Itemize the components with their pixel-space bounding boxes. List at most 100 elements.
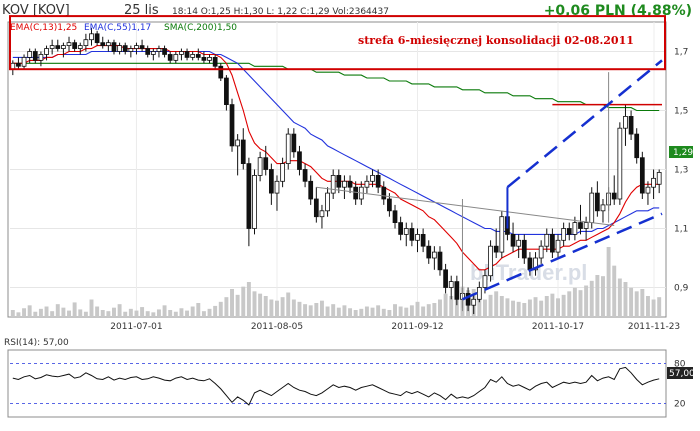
volume-bar bbox=[477, 293, 482, 317]
candle-body bbox=[623, 116, 628, 129]
volume-bar bbox=[398, 306, 403, 317]
candle-body bbox=[465, 292, 471, 306]
volume-bar bbox=[156, 309, 161, 317]
volume-bar bbox=[16, 312, 21, 317]
candle-body bbox=[572, 222, 578, 235]
volume-bar bbox=[67, 310, 71, 317]
candle-body bbox=[370, 174, 375, 182]
legend-sma200: SMA(C,200)1,50 bbox=[164, 23, 237, 33]
candle-body bbox=[201, 57, 207, 61]
volume-bar bbox=[303, 304, 308, 317]
last-price-label: 1,29 bbox=[673, 148, 693, 158]
volume-bar bbox=[505, 298, 510, 317]
legend-ema55: EMA(C,55)1,17 bbox=[84, 23, 151, 33]
candle-body bbox=[611, 192, 617, 200]
volume-bar bbox=[359, 308, 364, 317]
consolidation-box bbox=[9, 15, 666, 71]
volume-bar bbox=[336, 307, 341, 317]
candle-body bbox=[235, 139, 241, 147]
candle-body bbox=[297, 151, 302, 170]
candle-body bbox=[257, 157, 263, 176]
volume-bar bbox=[50, 311, 55, 317]
volume-bar bbox=[134, 310, 139, 317]
candle-body bbox=[263, 157, 269, 170]
volume-bar bbox=[286, 292, 291, 317]
neckline bbox=[316, 186, 615, 227]
candle-body bbox=[167, 54, 173, 61]
volume-bar bbox=[78, 309, 83, 317]
volume-bar bbox=[308, 305, 313, 317]
volume-bar bbox=[348, 308, 353, 317]
candle-body bbox=[392, 210, 398, 224]
candle-body bbox=[499, 216, 505, 253]
candle-body bbox=[437, 251, 443, 271]
candle-body bbox=[381, 186, 387, 200]
candle-body bbox=[61, 45, 66, 49]
candle-body bbox=[527, 257, 533, 271]
candle-body bbox=[252, 174, 257, 229]
volume-bar bbox=[258, 293, 263, 317]
header-date: 25 lis bbox=[124, 3, 159, 18]
candle-body bbox=[594, 192, 600, 212]
legend-ema13: EMA(C,13)1,25 bbox=[10, 23, 77, 33]
candle-body bbox=[308, 180, 314, 200]
volume-bar bbox=[449, 296, 454, 317]
candle-body bbox=[16, 62, 21, 67]
volume-bar bbox=[550, 293, 555, 317]
volume-bar bbox=[387, 310, 392, 317]
volume-bar bbox=[100, 310, 105, 317]
date-tick-label: 2011-07-01 bbox=[110, 322, 162, 332]
volume-bar bbox=[556, 298, 560, 317]
volume-bar bbox=[331, 304, 336, 317]
volume-bar bbox=[393, 304, 397, 317]
candle-body bbox=[313, 198, 319, 218]
volume-bar bbox=[72, 302, 77, 317]
candle-body bbox=[212, 57, 218, 67]
volume-bar bbox=[657, 297, 662, 317]
candle-body bbox=[493, 245, 499, 253]
volume-bar bbox=[651, 299, 656, 317]
volume-bar bbox=[106, 311, 111, 317]
volume-bar bbox=[263, 296, 268, 317]
volume-bar bbox=[482, 299, 487, 317]
candle-body bbox=[156, 48, 162, 52]
candle-body bbox=[190, 54, 196, 58]
volume-bar bbox=[640, 289, 645, 317]
candle-body bbox=[105, 42, 111, 47]
volume-bar bbox=[140, 307, 145, 317]
candle-body bbox=[302, 169, 308, 182]
volume-bar bbox=[112, 307, 116, 317]
candle-body bbox=[521, 239, 527, 259]
candle-body bbox=[280, 163, 285, 182]
candle-body bbox=[89, 33, 94, 41]
candle-body bbox=[651, 177, 656, 188]
price-tick-label: 0,9 bbox=[674, 284, 689, 294]
volume-bar bbox=[89, 299, 94, 317]
volume-bar bbox=[173, 311, 178, 317]
rsi-tick-label: 80 bbox=[674, 359, 686, 369]
candle-body bbox=[639, 157, 645, 194]
volume-bar bbox=[33, 311, 38, 317]
candle-body bbox=[117, 45, 122, 52]
candle-body bbox=[578, 222, 583, 229]
volume-bar bbox=[55, 304, 60, 317]
volume-bar bbox=[353, 310, 358, 317]
volume-bar bbox=[151, 312, 156, 317]
consolidation-annotation: strefa 6-miesięcznej konsolidacji 02-08.… bbox=[358, 34, 634, 47]
candle-body bbox=[49, 45, 55, 49]
candle-body bbox=[550, 233, 555, 253]
candle-body bbox=[83, 39, 89, 47]
candle-body bbox=[285, 133, 291, 165]
volume-bar bbox=[606, 247, 611, 317]
volume-bar bbox=[241, 286, 246, 317]
candle-body bbox=[44, 48, 49, 55]
date-tick-label: 2011-08-05 bbox=[251, 322, 303, 332]
volume-bar bbox=[224, 297, 229, 317]
candle-body bbox=[72, 42, 78, 49]
price-tick-label: 1,3 bbox=[674, 166, 688, 176]
last-rsi-marker: 57,00 bbox=[667, 367, 695, 379]
volume-bar bbox=[168, 310, 173, 317]
volume-bar bbox=[364, 306, 369, 317]
volume-bar bbox=[190, 306, 195, 317]
candle-body bbox=[656, 172, 662, 185]
